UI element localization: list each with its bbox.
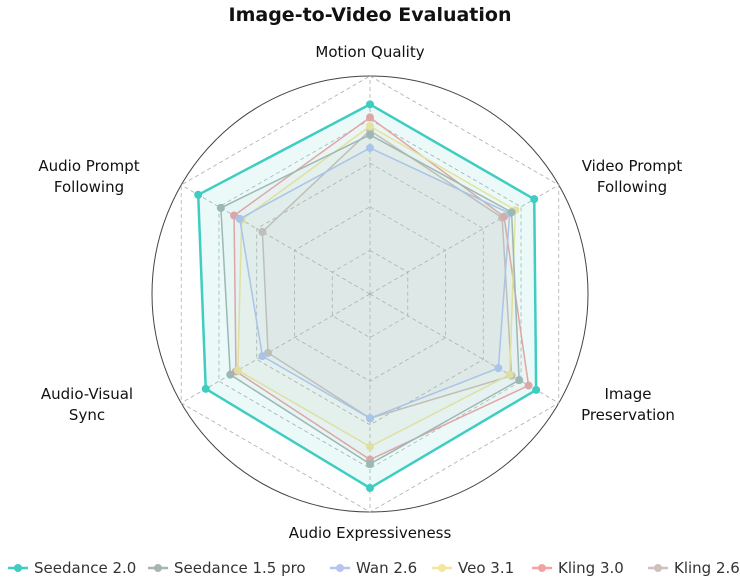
axis-label-3: Audio Expressiveness — [289, 524, 452, 542]
legend-item-3: Veo 3.1 — [432, 559, 514, 577]
data-point — [194, 190, 203, 199]
data-point — [524, 381, 533, 390]
axis-label-line: Following — [597, 178, 667, 196]
legend-item-2: Wan 2.6 — [330, 559, 417, 577]
axis-label-line: Audio-Visual — [41, 385, 133, 403]
legend-label: Wan 2.6 — [356, 559, 417, 577]
series-1 — [216, 130, 524, 469]
legend-label: Kling 2.6 — [674, 559, 740, 577]
data-point — [235, 214, 244, 223]
legend-swatch-marker — [654, 564, 662, 572]
legend: Seedance 2.0 Seedance 1.5 pro Wan 2.6 Veo 3… — [8, 559, 740, 577]
data-point — [233, 366, 242, 375]
data-point — [494, 364, 503, 373]
axis-label-line: Video Prompt — [582, 157, 683, 175]
axis-label-line: Audio Prompt — [38, 157, 139, 175]
legend-label: Kling 3.0 — [558, 559, 624, 577]
legend-item-0: Seedance 2.0 — [8, 559, 136, 577]
legend-swatch-marker — [14, 564, 22, 572]
legend-item-4: Kling 3.0 — [532, 559, 624, 577]
data-point — [366, 122, 374, 131]
axis-label-4: Audio-Visual Sync — [41, 385, 133, 424]
axis-label-line: Audio Expressiveness — [289, 524, 452, 542]
series-4 — [230, 113, 533, 464]
data-point — [226, 370, 235, 379]
data-point — [532, 385, 541, 394]
radar-series — [194, 100, 541, 493]
series-0 — [194, 100, 541, 493]
data-point — [515, 376, 524, 385]
data-point — [258, 227, 267, 236]
data-point — [366, 100, 374, 109]
axis-spoke — [369, 184, 559, 295]
axis-label-line: Motion Quality — [315, 43, 424, 61]
axis-label-5: Audio Prompt Following — [38, 157, 139, 196]
axis-label-line: Following — [54, 178, 124, 196]
legend-label: Seedance 1.5 pro — [174, 559, 306, 577]
data-point — [366, 143, 374, 152]
axis-label-1: Video Prompt Following — [582, 157, 683, 196]
axis-label-0: Motion Quality — [315, 43, 424, 61]
legend-swatch-marker — [154, 564, 162, 572]
axis-label-line: Image — [605, 385, 652, 403]
legend-item-1: Seedance 1.5 pro — [148, 559, 306, 577]
data-point — [366, 460, 374, 469]
legend-item-5: Kling 2.6 — [648, 559, 740, 577]
axis-spoke — [181, 184, 371, 295]
data-point — [216, 203, 225, 212]
axis-labels: Motion Quality Video Prompt Following Image… — [38, 43, 682, 542]
data-point — [366, 484, 374, 493]
data-point — [366, 414, 374, 423]
axis-label-2: Image Preservation — [581, 385, 675, 424]
data-point — [530, 195, 539, 204]
data-point — [366, 442, 374, 451]
series-polygon — [196, 102, 538, 490]
chart-title: Image-to-Video Evaluation — [229, 4, 512, 26]
data-point — [507, 208, 516, 217]
axis-spoke — [181, 293, 371, 404]
data-point — [366, 113, 374, 122]
axis-label-line: Sync — [69, 406, 105, 424]
legend-swatch-marker — [438, 564, 446, 572]
data-point — [201, 384, 210, 393]
axis-label-line: Preservation — [581, 406, 675, 424]
axis-spoke — [369, 293, 559, 404]
legend-swatch-marker — [336, 564, 344, 572]
grid-ring — [256, 162, 484, 426]
data-point — [366, 130, 374, 139]
legend-label: Seedance 2.0 — [34, 559, 136, 577]
radar-grid — [151, 75, 589, 513]
legend-swatch-marker — [538, 564, 546, 572]
data-point — [505, 370, 514, 379]
legend-label: Veo 3.1 — [458, 559, 514, 577]
data-point — [258, 352, 267, 361]
